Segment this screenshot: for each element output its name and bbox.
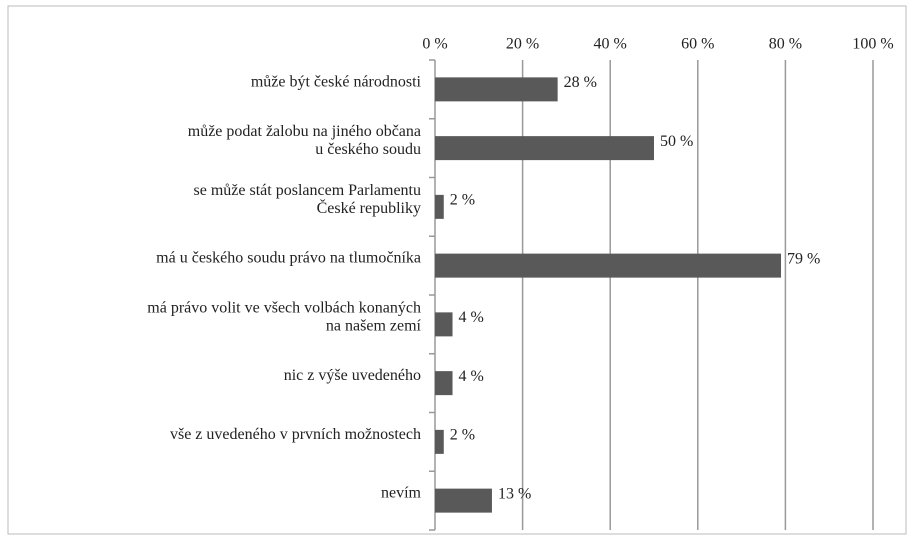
frame: [7, 5, 907, 535]
bar: [435, 371, 453, 396]
bar: [435, 77, 558, 102]
label-line: se může stát poslancem Parlamentu: [194, 182, 421, 199]
label-line: České republiky: [317, 198, 421, 217]
x-tick-label: 60 %: [681, 36, 714, 53]
x-tick-label: 100 %: [852, 36, 893, 53]
bar: [435, 488, 492, 513]
y-tick-label: může podat žalobu na jiného občana u česk…: [188, 123, 421, 158]
label-line: má u českého soudu právo na tlumočníka: [156, 249, 421, 266]
data-label: 50 %: [660, 133, 693, 150]
label-line: na našem zemí: [326, 317, 422, 334]
y-tick-label: vše z uvedeného v prvních možnostech: [170, 426, 421, 443]
data-label: 79 %: [787, 250, 820, 267]
y-tick-label: má právo volit ve všech volbách konaných…: [147, 299, 421, 334]
data-label: 4 %: [459, 309, 484, 326]
label-line: u českého soudu: [315, 141, 421, 158]
bar: [435, 312, 453, 337]
y-tick-label: se může stát poslancem Parlamentu České r…: [194, 182, 421, 217]
label-line: může podat žalobu na jiného občana: [188, 123, 421, 140]
data-label: 2 %: [450, 427, 475, 444]
bar: [435, 253, 782, 278]
data-label: 4 %: [459, 368, 484, 385]
bar: [435, 194, 444, 219]
label-line: nevím: [381, 484, 422, 501]
label-line: má právo volit ve všech volbách konaných: [147, 299, 421, 316]
label-line: může být české národnosti: [251, 73, 422, 90]
data-label: 2 %: [450, 192, 475, 209]
x-tick-label: 40 %: [594, 36, 627, 53]
y-tick-label: nic z výše uvedeného: [284, 367, 421, 384]
y-tick-label: může být české národnosti: [251, 73, 422, 90]
y-tick-label: má u českého soudu právo na tlumočníka: [156, 249, 421, 266]
data-label: 13 %: [498, 485, 531, 502]
data-label: 28 %: [564, 74, 597, 91]
x-tick-label: 0 %: [422, 36, 447, 53]
bar: [435, 429, 444, 454]
x-tick-label: 20 %: [506, 36, 539, 53]
label-line: nic z výše uvedeného: [284, 367, 421, 384]
bar: [435, 136, 654, 161]
x-tick-label: 80 %: [769, 36, 802, 53]
y-tick-label: nevím: [381, 484, 422, 501]
label-line: vše z uvedeného v prvních možnostech: [170, 426, 421, 443]
